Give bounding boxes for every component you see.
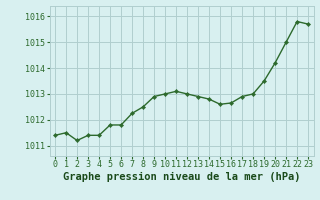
X-axis label: Graphe pression niveau de la mer (hPa): Graphe pression niveau de la mer (hPa) xyxy=(63,172,300,182)
